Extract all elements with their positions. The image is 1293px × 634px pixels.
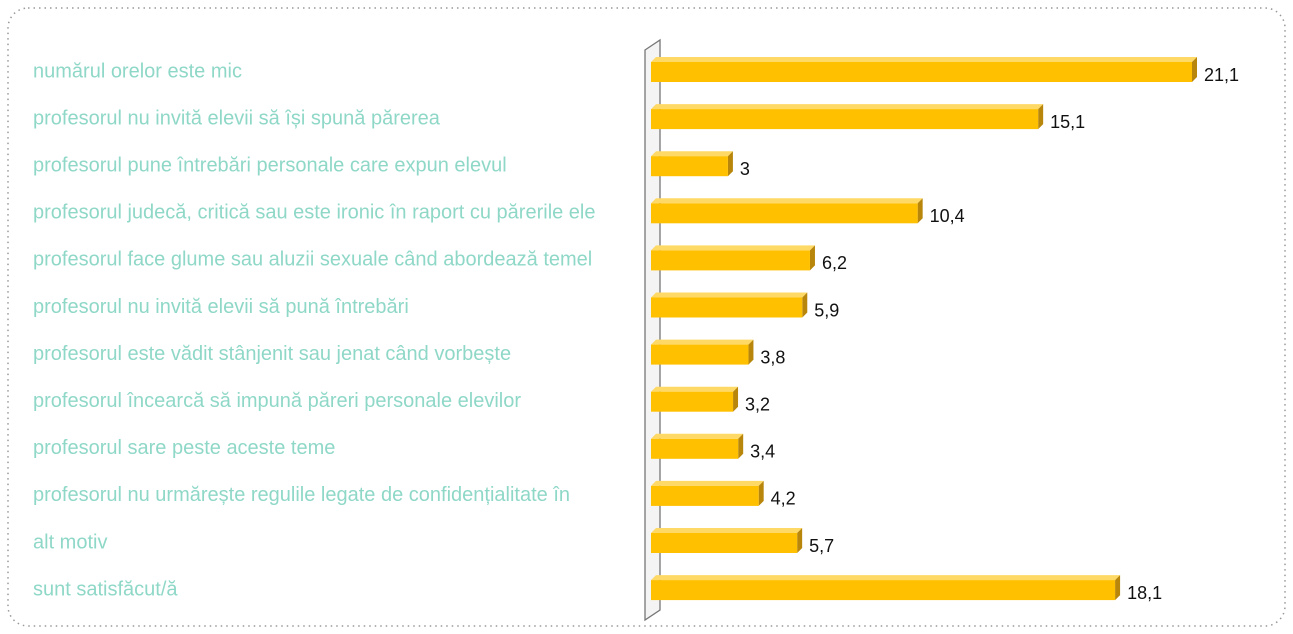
bar-side: [809, 245, 815, 271]
bar-top: [651, 480, 764, 486]
value-label: 6,2: [822, 253, 847, 273]
category-label: profesorul face glume sau aluzii sexuale…: [33, 249, 592, 271]
value-label: 5,9: [814, 300, 839, 320]
bar-side: [748, 339, 754, 365]
bar-top: [651, 433, 744, 439]
bar-top: [651, 151, 733, 157]
value-label: 3,2: [745, 394, 770, 414]
value-label: 21,1: [1204, 65, 1239, 85]
bar-side: [917, 198, 923, 224]
value-label: 5,7: [809, 536, 834, 556]
bar: [651, 533, 798, 553]
category-label: profesorul este vădit stânjenit sau jena…: [33, 343, 511, 365]
bar: [651, 297, 803, 318]
value-label: 15,1: [1050, 112, 1085, 132]
bar-side: [797, 528, 803, 553]
category-label: profesorul nu invită elevii să își spună…: [33, 107, 441, 129]
bar-side: [758, 480, 764, 506]
bar-side: [1115, 575, 1121, 601]
bar: [651, 485, 759, 506]
bar-top: [651, 575, 1121, 581]
bar-side: [802, 292, 808, 318]
value-label: 3: [740, 159, 750, 179]
value-label: 3,8: [760, 347, 785, 367]
bar-side: [733, 386, 739, 412]
bar-top: [651, 339, 754, 345]
axis-wall: [644, 38, 661, 622]
category-label: profesorul judecă, critică sau este iron…: [33, 202, 596, 224]
bar: [651, 62, 1192, 82]
bar-top: [651, 57, 1197, 62]
bar-side: [738, 433, 744, 459]
bar-top: [651, 528, 803, 533]
bar-top: [651, 198, 923, 204]
category-label: profesorul nu urmărește regulile legate …: [33, 484, 570, 506]
frame: [7, 7, 1286, 627]
value-label: 10,4: [930, 206, 965, 226]
category-label: profesorul pune întrebări personale care…: [33, 154, 507, 176]
bar-side: [1038, 104, 1044, 130]
bar: [651, 391, 734, 412]
bar-top: [651, 386, 739, 392]
bar-top: [651, 104, 1044, 110]
category-label: profesorul încearcă să impună păreri per…: [33, 390, 521, 412]
bar: [651, 203, 918, 224]
category-label: sunt satisfăcut/ă: [33, 578, 178, 600]
value-label: 3,4: [750, 442, 775, 462]
bar: [651, 109, 1039, 130]
category-label: profesorul sare peste aceste teme: [33, 437, 335, 459]
bar-side: [727, 151, 733, 177]
bar: [651, 438, 739, 459]
bar: [651, 250, 810, 271]
category-label: alt motiv: [33, 531, 107, 553]
value-label: 18,1: [1127, 583, 1162, 603]
category-labels: numărul orelor este mic profesorul nu inv…: [33, 60, 596, 600]
category-label: profesorul nu invită elevii să pună într…: [33, 296, 409, 318]
value-label: 4,2: [771, 489, 796, 509]
category-label: numărul orelor este mic: [33, 60, 242, 82]
bar: [651, 580, 1116, 601]
bar-top: [651, 292, 808, 298]
bar: [651, 156, 728, 177]
bar-side: [1192, 57, 1197, 82]
bar: [651, 344, 749, 365]
bar-top: [651, 245, 815, 251]
